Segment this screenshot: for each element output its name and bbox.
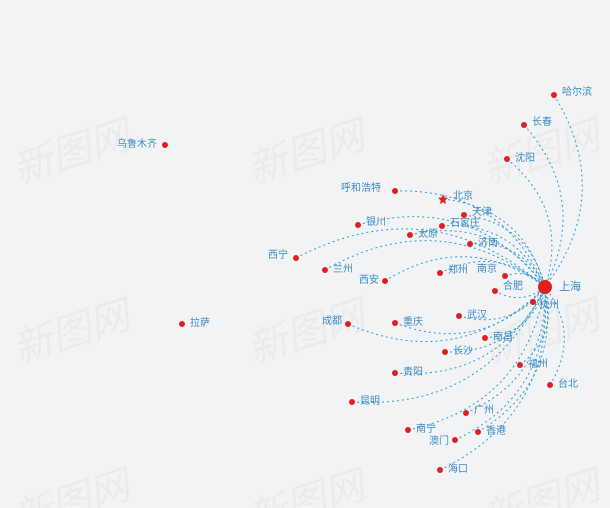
dot-icon: [293, 255, 299, 261]
watermark: 新图网: [239, 453, 371, 508]
dot-icon: [179, 321, 185, 327]
star-icon: [437, 193, 449, 205]
label-taibei: 台北: [558, 380, 578, 390]
label-lanzhou: 兰州: [333, 265, 353, 275]
label-wulumuqi: 乌鲁木齐: [117, 140, 157, 150]
label-zhengzhou: 郑州: [448, 266, 468, 276]
dot-icon: [349, 399, 355, 405]
dot-icon: [392, 188, 398, 194]
edge-guangzhou: [466, 287, 545, 413]
label-beijing: 北京: [453, 192, 473, 202]
dot-icon: [407, 232, 413, 238]
watermark: 新图网: [4, 283, 136, 375]
label-shanghai: 上海: [559, 282, 581, 293]
dot-icon: [521, 122, 527, 128]
label-yinchuan: 银川: [366, 218, 386, 228]
edge-shijiazhuang: [442, 226, 545, 287]
edge-guiyang: [395, 287, 545, 374]
edge-chengdu: [348, 287, 545, 342]
label-changchun: 长春: [532, 118, 552, 128]
dot-icon: [467, 241, 473, 247]
dot-icon: [502, 273, 508, 279]
watermark: 新图网: [474, 453, 606, 508]
label-hefei: 合肥: [503, 282, 523, 292]
dot-icon: [437, 467, 443, 473]
label-wuhan: 武汉: [467, 311, 487, 321]
watermark: 新图网: [4, 453, 136, 508]
label-kunming: 昆明: [360, 397, 380, 407]
dot-icon: [392, 320, 398, 326]
dot-icon: [547, 382, 553, 388]
dot-icon: [530, 299, 536, 305]
edge-kunming: [352, 287, 545, 403]
watermark: 新图网: [239, 103, 371, 195]
dot-icon: [463, 410, 469, 416]
dot-icon: [322, 267, 328, 273]
dot-icon: [452, 437, 458, 443]
dot-icon: [475, 429, 481, 435]
label-xining: 西宁: [268, 251, 288, 261]
label-chengdu: 成都: [322, 317, 342, 327]
dot-icon: [456, 313, 462, 319]
label-guangzhou: 广州: [474, 406, 494, 416]
label-haerbin: 哈尔滨: [562, 88, 592, 98]
dot-icon: [442, 349, 448, 355]
dot-icon: [345, 321, 351, 327]
label-nanjing: 南京: [477, 265, 497, 275]
edges-layer: [0, 0, 610, 508]
dot-icon: [504, 156, 510, 162]
label-nanchang: 南昌: [493, 333, 513, 343]
label-haikou: 海口: [448, 465, 468, 475]
label-guiyang: 贵阳: [403, 368, 423, 378]
dot-icon: [162, 142, 168, 148]
dot-icon: [392, 370, 398, 376]
edge-nanchang: [485, 287, 545, 338]
label-changsha: 长沙: [453, 347, 473, 357]
dot-icon: [355, 222, 361, 228]
dot-icon: [439, 223, 445, 229]
label-xian: 西安: [359, 276, 379, 286]
label-lasa: 拉萨: [190, 319, 210, 329]
label-xianggang: 香港: [486, 427, 506, 437]
hub-dot-icon: [538, 280, 552, 294]
label-fuzhou: 福州: [528, 360, 548, 370]
dot-icon: [517, 362, 523, 368]
dot-icon: [405, 427, 411, 433]
edge-changchun: [524, 125, 563, 287]
label-jinan: 济南: [478, 239, 498, 249]
label-shenyang: 沈阳: [515, 154, 535, 164]
label-nanning: 南宁: [416, 425, 436, 435]
dot-icon: [382, 278, 388, 284]
network-canvas: 新图网新图网新图网新图网新图网新图网新图网新图网新图网哈尔滨长春沈阳呼和浩特天津…: [0, 0, 610, 508]
dot-icon: [482, 335, 488, 341]
edge-shenyang: [507, 159, 552, 287]
label-chongqing: 重庆: [403, 318, 423, 328]
label-aomen: 澳门: [429, 437, 449, 447]
dot-icon: [437, 270, 443, 276]
watermark: 新图网: [239, 283, 371, 375]
dot-icon: [551, 92, 557, 98]
label-shijiazhuang: 石家庄: [450, 219, 480, 229]
label-taiyuan: 太原: [418, 230, 438, 240]
label-hangzhou: 杭州: [539, 301, 559, 311]
dot-icon: [492, 288, 498, 294]
label-tianjin: 天津: [472, 208, 492, 218]
label-huhehaote: 呼和浩特: [341, 184, 381, 194]
